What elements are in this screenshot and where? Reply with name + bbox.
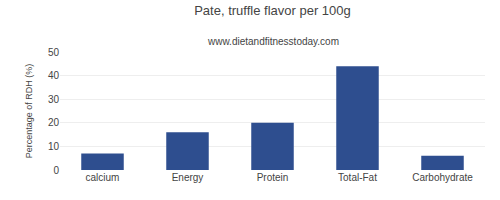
- svg-text:Pate, truffle flavor per 100g: Pate, truffle flavor per 100g: [194, 3, 351, 18]
- svg-text:0: 0: [53, 165, 59, 176]
- svg-text:40: 40: [48, 70, 60, 81]
- svg-text:Percentage of RDH (%): Percentage of RDH (%): [24, 64, 34, 159]
- svg-text:10: 10: [48, 141, 60, 152]
- svg-text:30: 30: [48, 94, 60, 105]
- svg-text:Energy: Energy: [172, 172, 204, 183]
- svg-text:Carbohydrate: Carbohydrate: [412, 172, 473, 183]
- svg-text:50: 50: [48, 47, 60, 58]
- svg-text:calcium: calcium: [86, 172, 120, 183]
- svg-text:Protein: Protein: [257, 172, 289, 183]
- svg-text:20: 20: [48, 117, 60, 128]
- svg-text:www.dietandfitnesstoday.com: www.dietandfitnesstoday.com: [207, 36, 339, 47]
- svg-text:Total-Fat: Total-Fat: [338, 172, 377, 183]
